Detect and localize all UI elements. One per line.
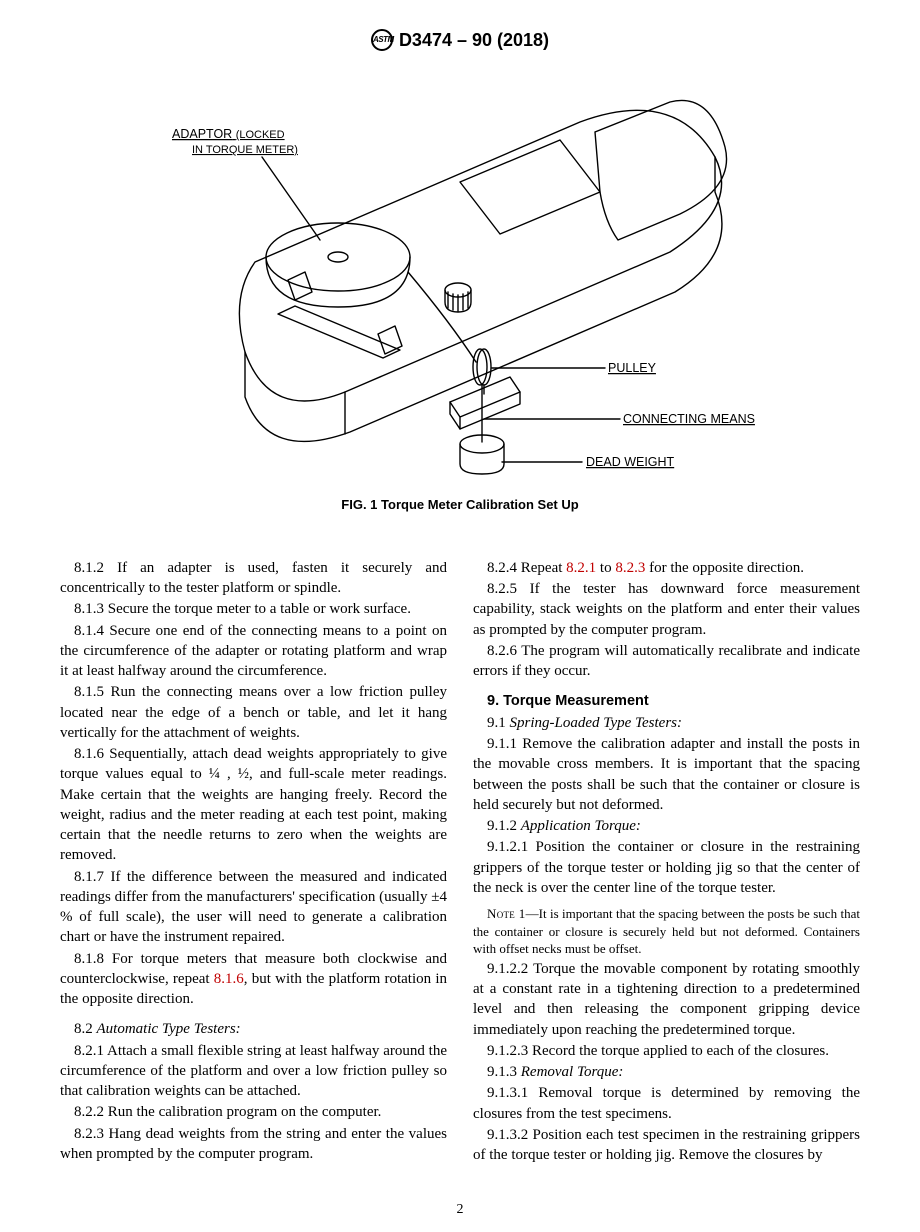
para-9-1-2-1: 9.1.2.1 Position the container or closur… xyxy=(473,837,860,898)
heading-9-1-3: 9.1.3 Removal Torque: xyxy=(473,1062,860,1082)
para-9-1-3-1: 9.1.3.1 Removal torque is determined by … xyxy=(473,1083,860,1124)
svg-text:ADAPTOR (LOCKED: ADAPTOR (LOCKED xyxy=(172,127,285,141)
heading-9: 9. Torque Measurement xyxy=(473,692,860,712)
para-8-2-6: 8.2.6 The program will automatically rec… xyxy=(473,641,860,682)
standard-designation: D3474 – 90 (2018) xyxy=(399,28,549,52)
para-8-1-7: 8.1.7 If the difference between the meas… xyxy=(60,867,447,948)
para-8-1-4: 8.1.4 Secure one end of the connecting m… xyxy=(60,621,447,682)
heading-9-1: 9.1 Spring-Loaded Type Testers: xyxy=(473,713,860,733)
para-9-1-1: 9.1.1 Remove the calibration adapter and… xyxy=(473,734,860,815)
page-number: 2 xyxy=(0,1201,920,1220)
para-8-2-5: 8.2.5 If the tester has downward force m… xyxy=(473,579,860,640)
para-9-1-3-2: 9.1.3.2 Position each test specimen in t… xyxy=(473,1125,860,1166)
para-8-2-3: 8.2.3 Hang dead weights from the string … xyxy=(60,1124,447,1165)
para-9-1-2-2: 9.1.2.2 Torque the movable component by … xyxy=(473,959,860,1040)
note-1: Note 1—It is important that the spacing … xyxy=(473,905,860,958)
para-9-1-2-3: 9.1.2.3 Record the torque applied to eac… xyxy=(473,1041,860,1061)
ref-8-2-3: 8.2.3 xyxy=(615,560,645,576)
para-8-2-1: 8.2.1 Attach a small flexible string at … xyxy=(60,1041,447,1102)
para-8-1-8: 8.1.8 For torque meters that measure bot… xyxy=(60,949,447,1010)
astm-logo-icon: ASTM xyxy=(371,29,393,51)
body-columns: 8.1.2 If an adapter is used, fasten it s… xyxy=(60,558,860,1166)
svg-text:DEAD WEIGHT: DEAD WEIGHT xyxy=(586,455,675,469)
para-8-1-2: 8.1.2 If an adapter is used, fasten it s… xyxy=(60,558,447,599)
para-8-1-3: 8.1.3 Secure the torque meter to a table… xyxy=(60,599,447,619)
figure-1: ADAPTOR (LOCKED IN TORQUE METER) PULLEY … xyxy=(60,62,860,492)
figure-caption: FIG. 1 Torque Meter Calibration Set Up xyxy=(60,496,860,514)
svg-text:PULLEY: PULLEY xyxy=(608,361,657,375)
ref-8-1-6: 8.1.6 xyxy=(214,971,244,987)
page-header: ASTM D3474 – 90 (2018) xyxy=(60,28,860,52)
ref-8-2-1: 8.2.1 xyxy=(566,560,596,576)
para-8-2-2: 8.2.2 Run the calibration program on the… xyxy=(60,1102,447,1122)
heading-9-1-2: 9.1.2 Application Torque: xyxy=(473,816,860,836)
svg-text:IN TORQUE METER): IN TORQUE METER) xyxy=(192,144,298,156)
para-8-1-6: 8.1.6 Sequentially, attach dead weights … xyxy=(60,744,447,866)
heading-8-2: 8.2 Automatic Type Testers: xyxy=(60,1019,447,1039)
svg-text:CONNECTING MEANS: CONNECTING MEANS xyxy=(623,412,755,426)
para-8-2-4: 8.2.4 Repeat 8.2.1 to 8.2.3 for the oppo… xyxy=(473,558,860,578)
para-8-1-5: 8.1.5 Run the connecting means over a lo… xyxy=(60,682,447,743)
